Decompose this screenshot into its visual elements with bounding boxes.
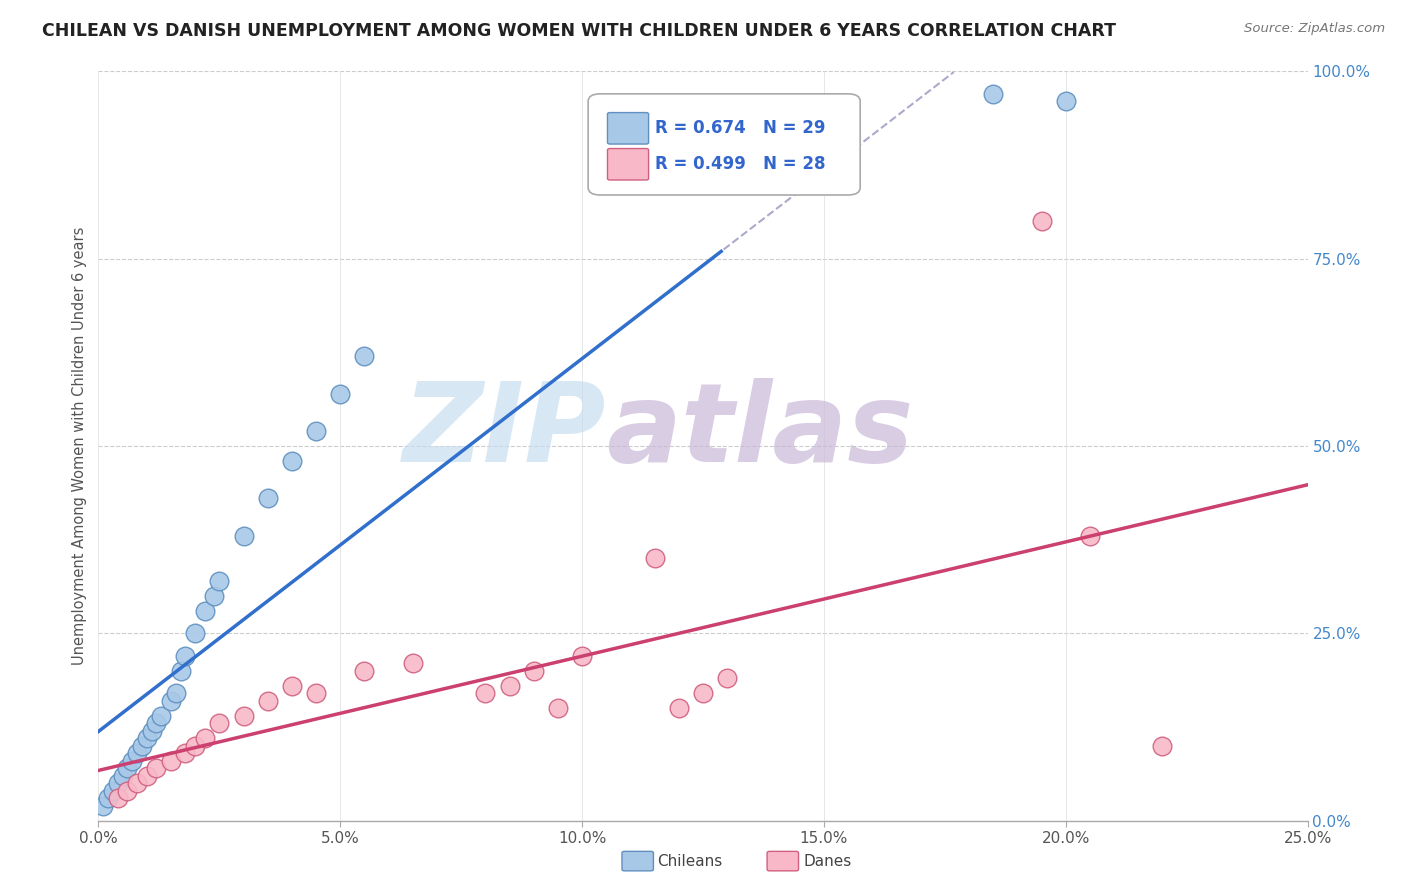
FancyBboxPatch shape [607, 112, 648, 144]
FancyBboxPatch shape [588, 94, 860, 195]
Point [194, 731, 217, 746]
Point [256, 491, 278, 506]
Point [281, 679, 304, 693]
Point [232, 529, 254, 543]
Point [97, 791, 120, 805]
Point [135, 769, 157, 783]
Point [184, 626, 207, 640]
FancyBboxPatch shape [607, 149, 648, 180]
Text: Source: ZipAtlas.com: Source: ZipAtlas.com [1244, 22, 1385, 36]
Point [165, 686, 187, 700]
Text: Chileans: Chileans [657, 854, 723, 869]
Point [1078, 529, 1101, 543]
Point [208, 716, 231, 731]
Point [174, 746, 197, 760]
Point [402, 657, 425, 671]
Point [644, 551, 666, 566]
Point [329, 386, 352, 401]
Point [353, 664, 375, 678]
Point [117, 783, 139, 797]
Point [117, 761, 139, 775]
Point [668, 701, 690, 715]
Point [305, 686, 328, 700]
Point [127, 746, 149, 760]
Point [91, 798, 114, 813]
Text: atlas: atlas [606, 377, 914, 484]
Point [716, 671, 738, 685]
Point [232, 708, 254, 723]
Point [107, 791, 129, 805]
Point [101, 783, 124, 797]
Point [498, 679, 520, 693]
Text: CHILEAN VS DANISH UNEMPLOYMENT AMONG WOMEN WITH CHILDREN UNDER 6 YEARS CORRELATI: CHILEAN VS DANISH UNEMPLOYMENT AMONG WOM… [42, 22, 1116, 40]
Point [194, 604, 217, 618]
Point [135, 731, 157, 746]
Point [145, 761, 167, 775]
Point [523, 664, 546, 678]
Point [353, 349, 375, 363]
Point [981, 87, 1004, 101]
Point [169, 664, 191, 678]
Point [107, 776, 129, 790]
Point [127, 776, 149, 790]
Point [571, 648, 593, 663]
Point [121, 754, 143, 768]
Text: ZIP: ZIP [402, 377, 606, 484]
Point [160, 754, 183, 768]
Y-axis label: Unemployment Among Women with Children Under 6 years: Unemployment Among Women with Children U… [72, 227, 87, 665]
Point [305, 424, 328, 438]
Point [131, 739, 153, 753]
Point [281, 454, 304, 468]
Point [256, 694, 278, 708]
Point [141, 723, 163, 738]
Point [111, 769, 134, 783]
Text: R = 0.499   N = 28: R = 0.499 N = 28 [655, 155, 825, 173]
Point [145, 716, 167, 731]
Text: Danes: Danes [803, 854, 852, 869]
Point [1031, 214, 1053, 228]
Point [692, 686, 714, 700]
Point [184, 739, 207, 753]
Point [150, 708, 173, 723]
Point [1152, 739, 1174, 753]
Point [174, 648, 197, 663]
Point [204, 589, 226, 603]
Point [208, 574, 231, 588]
Point [1054, 95, 1077, 109]
Point [474, 686, 496, 700]
Point [160, 694, 183, 708]
FancyBboxPatch shape [621, 851, 654, 871]
Point [547, 701, 569, 715]
Text: R = 0.674   N = 29: R = 0.674 N = 29 [655, 120, 825, 137]
FancyBboxPatch shape [768, 851, 799, 871]
